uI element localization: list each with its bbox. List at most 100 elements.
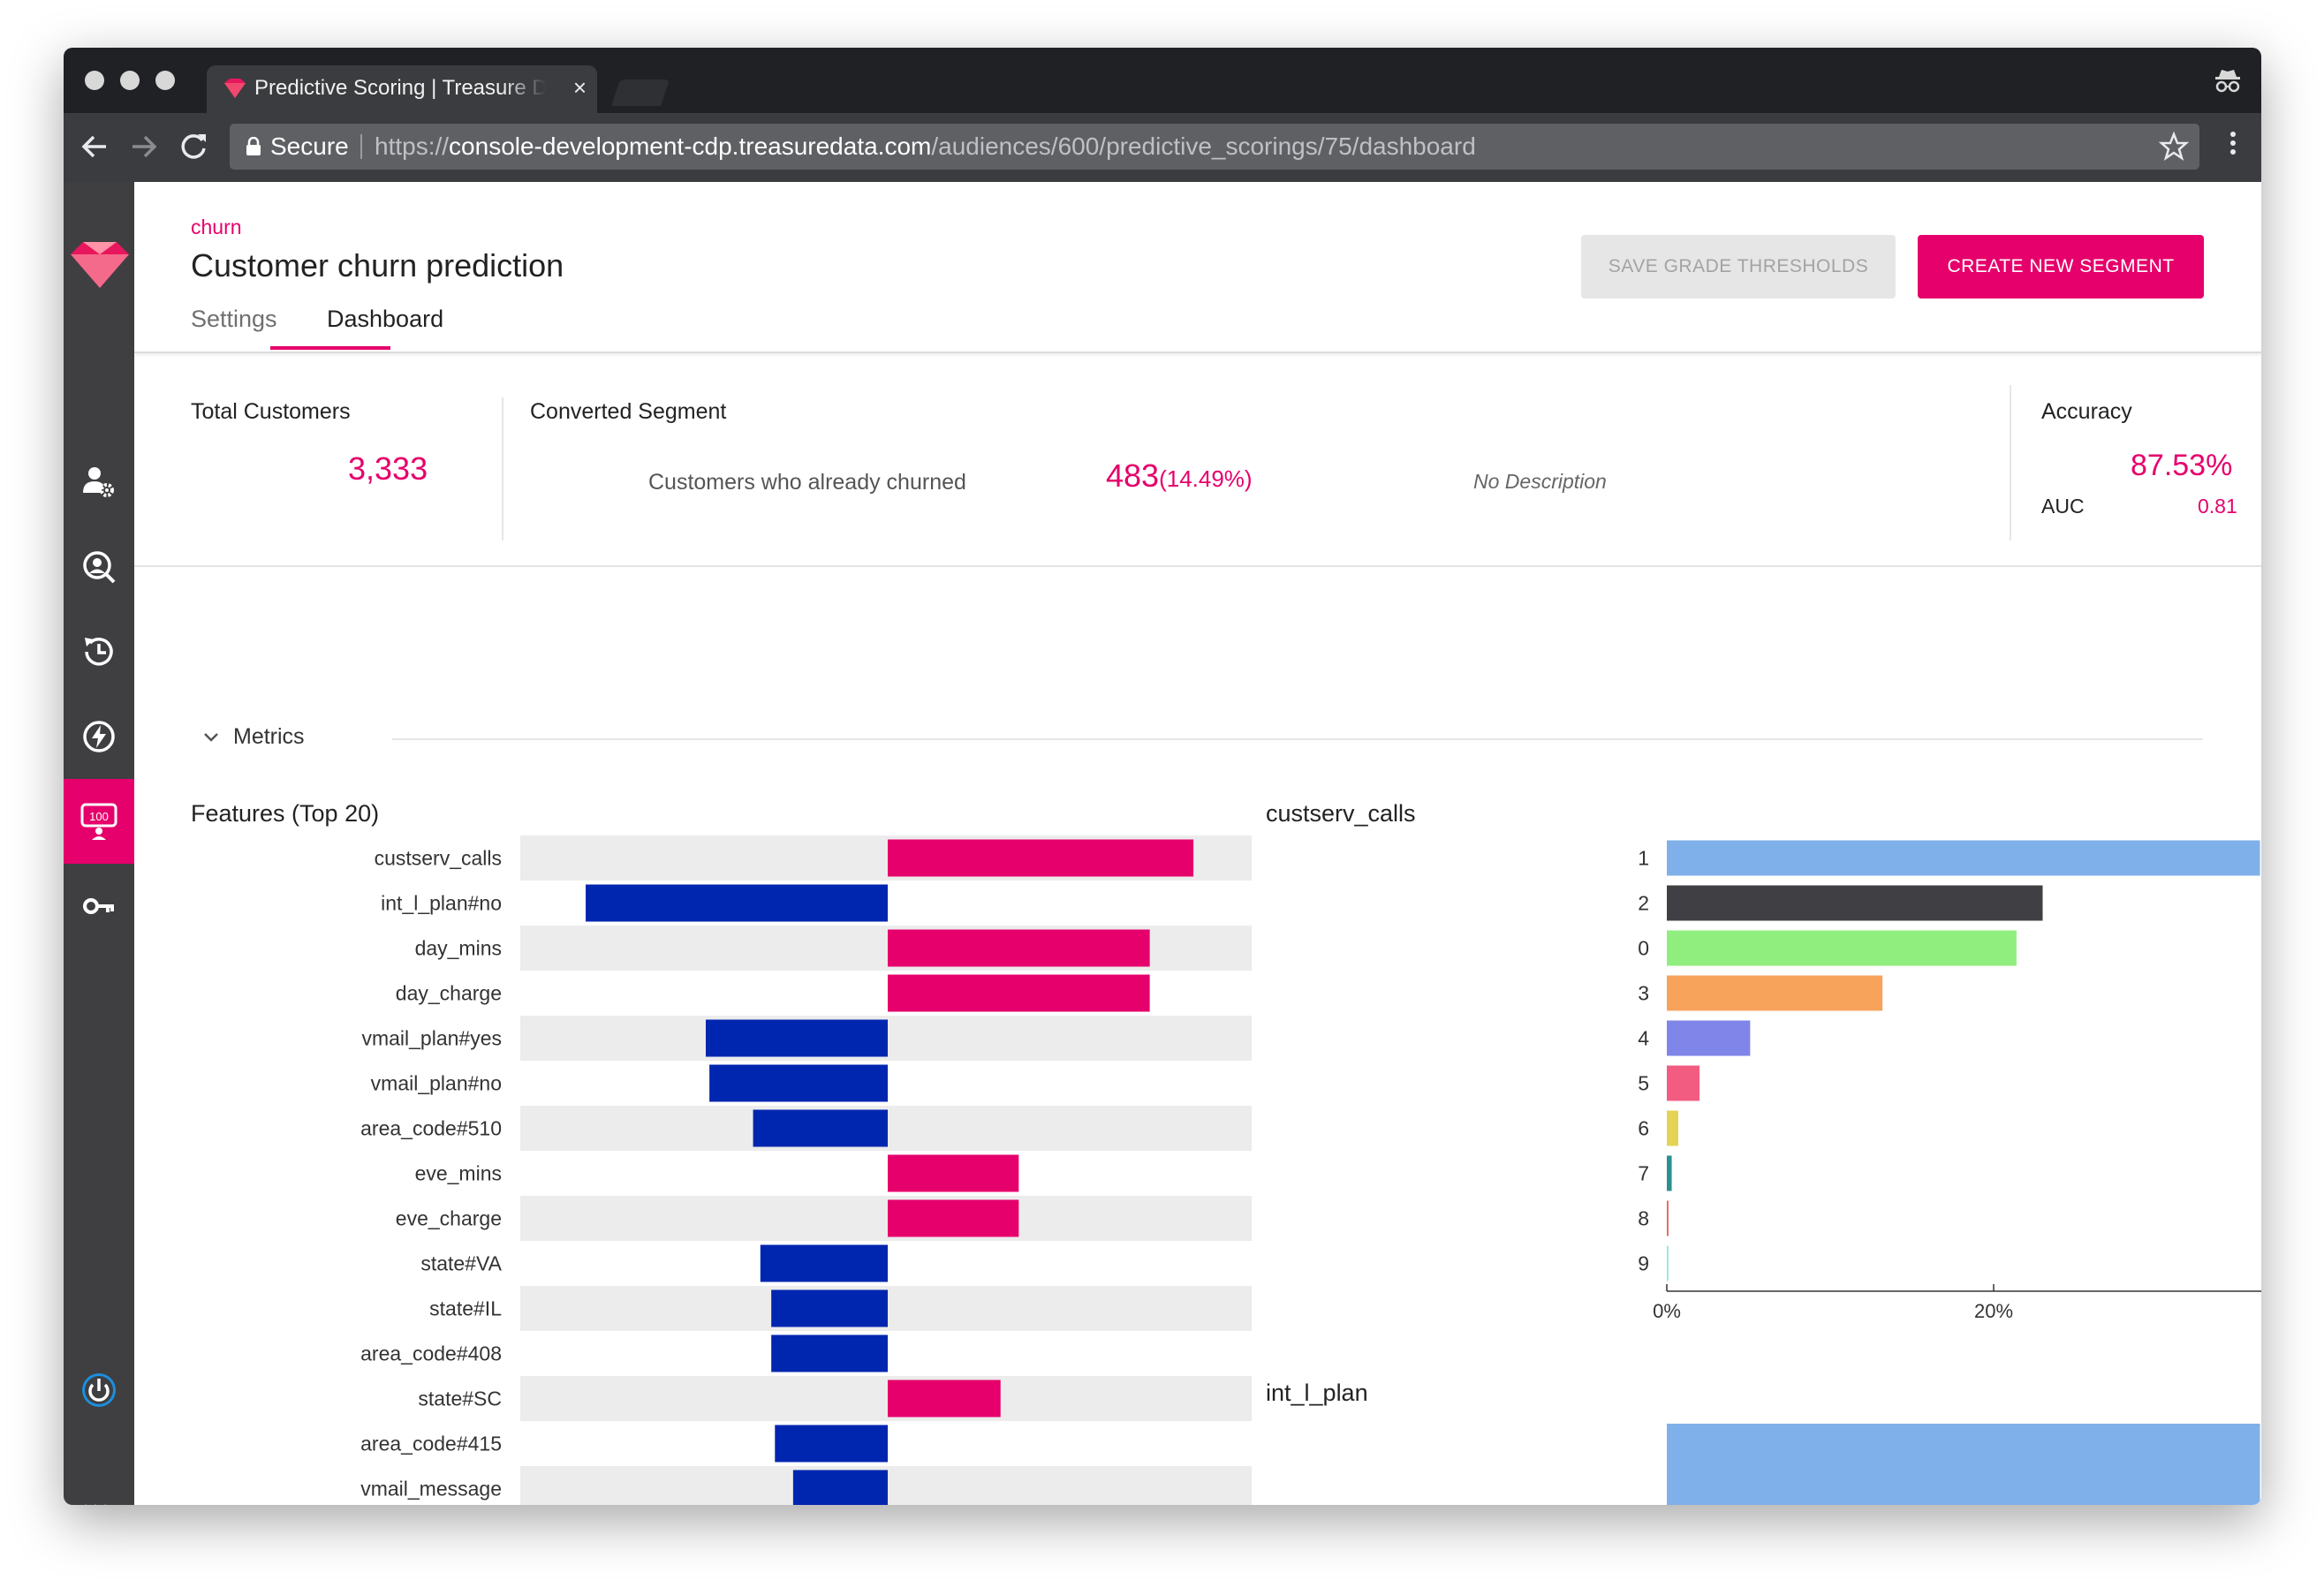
- history-icon: [85, 638, 113, 666]
- features-chart-svg: custserv_calls int_l_plan#no day_mins day_c…: [360, 835, 1252, 1505]
- segment-description: No Description: [1473, 470, 1607, 493]
- search-profile-icon: [83, 551, 116, 584]
- browser-menu-icon[interactable]: [2229, 125, 2237, 169]
- url-scheme: https://: [375, 132, 450, 160]
- total-customers-label: Total Customers: [191, 399, 351, 424]
- sidebar-item-api-keys[interactable]: [64, 864, 134, 949]
- custserv-bar: [1667, 1200, 1669, 1236]
- secure-label: Secure: [270, 132, 349, 160]
- feature-bar: [888, 839, 1194, 877]
- custserv-tick-label: 0%: [1653, 1300, 1681, 1322]
- browser-titlebar: Predictive Scoring | Treasure Data ×: [64, 48, 2261, 113]
- intl-category-label: no: [1626, 1501, 1649, 1505]
- tab-close-icon[interactable]: ×: [572, 74, 587, 101]
- browser-tab[interactable]: Predictive Scoring | Treasure Data ×: [207, 65, 597, 113]
- feature-label: int_l_plan#no: [381, 892, 502, 915]
- bookmark-star-icon[interactable]: [2158, 127, 2190, 174]
- reload-icon[interactable]: [178, 127, 208, 175]
- stats-divider-2: [2010, 385, 2011, 541]
- browser-toolbar: Secure https://console-development-cdp.t…: [64, 113, 2261, 182]
- feature-label: day_mins: [415, 937, 502, 960]
- feature-bar: [792, 1470, 888, 1505]
- new-tab-button[interactable]: [611, 79, 670, 106]
- page-title: Customer churn prediction: [191, 247, 564, 283]
- custserv-category-label: 9: [1638, 1252, 1649, 1275]
- feature-label: area_code#408: [360, 1342, 502, 1365]
- feature-label: vmail_plan#yes: [361, 1027, 502, 1050]
- custserv-bar: [1667, 930, 2017, 966]
- chevrons-right-icon: [85, 1504, 106, 1505]
- address-separator: [360, 134, 362, 159]
- feature-bar: [888, 1380, 1001, 1417]
- auc-value: 0.81: [2198, 495, 2237, 518]
- lock-icon: [246, 136, 261, 161]
- intl-chart: no: [1266, 1418, 2261, 1505]
- feature-bar: [888, 1154, 1019, 1192]
- custserv-chart-title: custserv_calls: [1266, 800, 1416, 827]
- intl-chart-svg: no: [1626, 1424, 2260, 1505]
- custserv-bar: [1667, 885, 2043, 921]
- summary-stats: Total Customers 3,333 Converted Segment …: [134, 353, 2261, 567]
- feature-bar: [771, 1334, 888, 1372]
- custserv-category-label: 2: [1638, 892, 1649, 915]
- address-bar[interactable]: Secure https://console-development-cdp.t…: [230, 124, 2199, 170]
- treasure-data-favicon-icon: [223, 78, 247, 103]
- tab-title: Predictive Scoring | Treasure Data: [254, 76, 546, 100]
- feature-label: eve_mins: [415, 1162, 502, 1185]
- sidebar-item-logout[interactable]: [64, 1348, 134, 1433]
- feature-bar: [753, 1109, 888, 1147]
- metrics-label[interactable]: Metrics: [233, 724, 305, 749]
- feature-label: vmail_plan#no: [371, 1072, 502, 1095]
- sidebar-expand-button[interactable]: [64, 1471, 134, 1505]
- url-text[interactable]: https://console-development-cdp.treasure…: [375, 132, 1476, 161]
- feature-label: state#IL: [429, 1297, 502, 1320]
- custserv-bar: [1667, 1110, 1678, 1146]
- stats-divider: [502, 397, 503, 541]
- tab-settings[interactable]: Settings: [191, 306, 277, 332]
- back-icon[interactable]: [79, 127, 110, 175]
- custserv-category-label: 6: [1638, 1117, 1649, 1140]
- segment-name[interactable]: Customers who already churned: [648, 470, 966, 495]
- feature-row-bg: [520, 1196, 1252, 1241]
- feature-label: custserv_calls: [375, 847, 502, 870]
- app-sidebar: 100: [64, 182, 134, 1505]
- custserv-bar: [1667, 1065, 1699, 1101]
- breadcrumb[interactable]: churn: [191, 215, 242, 238]
- sidebar-item-history[interactable]: [64, 609, 134, 694]
- main-content: churn Customer churn prediction Settings…: [134, 182, 2261, 1505]
- metrics-divider: [392, 738, 2203, 740]
- feature-label: day_charge: [396, 982, 502, 1005]
- window-close-dot[interactable]: [85, 71, 104, 90]
- custserv-bar: [1667, 1245, 1669, 1281]
- custserv-category-label: 8: [1638, 1207, 1649, 1230]
- custserv-category-label: 0: [1638, 937, 1649, 960]
- browser-window: Predictive Scoring | Treasure Data × Sec…: [64, 48, 2261, 1505]
- create-new-segment-button[interactable]: CREATE NEW SEGMENT: [1918, 235, 2204, 299]
- custserv-bar: [1667, 840, 2260, 876]
- sidebar-item-predictive-scoring[interactable]: 100: [64, 779, 134, 864]
- active-tab-indicator: [270, 346, 390, 350]
- window-zoom-dot[interactable]: [155, 71, 175, 90]
- sidebar-item-profiles[interactable]: [64, 525, 134, 609]
- sidebar-item-user-settings[interactable]: [64, 440, 134, 525]
- lightning-icon: [83, 721, 115, 752]
- custserv-category-label: 5: [1638, 1072, 1649, 1095]
- feature-bar: [888, 974, 1150, 1012]
- custserv-bar: [1667, 1020, 1751, 1056]
- forward-icon[interactable]: [129, 127, 159, 175]
- incognito-icon: [2214, 67, 2242, 98]
- metrics-toggle[interactable]: [201, 728, 221, 752]
- power-icon: [82, 1373, 116, 1407]
- save-grade-thresholds-button[interactable]: SAVE GRADE THRESHOLDS: [1581, 235, 1896, 299]
- sidebar-item-activations[interactable]: [64, 694, 134, 779]
- auc-label: AUC: [2041, 495, 2085, 518]
- feature-label: vmail_message: [360, 1478, 502, 1501]
- segment-count: 483(14.49%): [1106, 457, 1253, 495]
- accuracy-value: 87.53%: [2131, 449, 2233, 482]
- window-minimize-dot[interactable]: [120, 71, 140, 90]
- treasure-data-logo-icon[interactable]: [69, 240, 131, 294]
- tab-dashboard[interactable]: Dashboard: [327, 306, 444, 332]
- feature-label: area_code#415: [360, 1433, 502, 1455]
